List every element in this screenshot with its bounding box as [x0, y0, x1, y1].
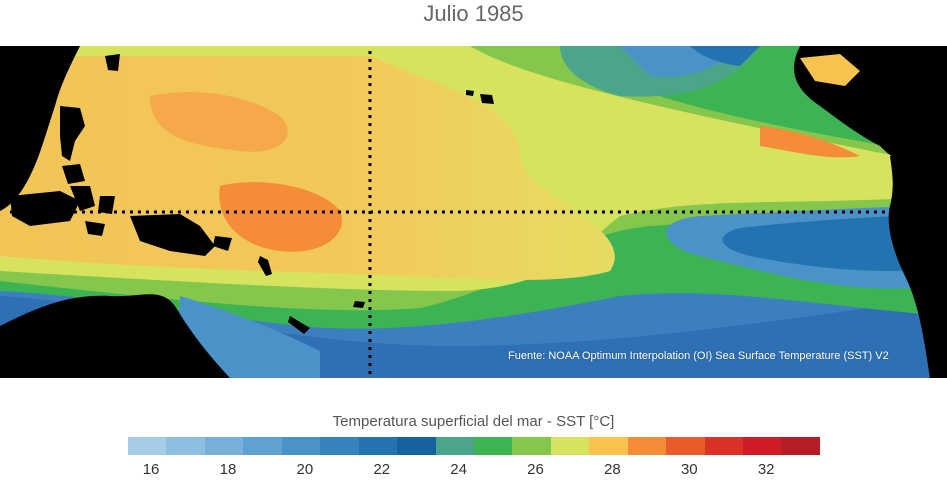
colorbar-swatch: [550, 437, 590, 455]
colorbar-swatch: [781, 437, 820, 455]
colorbar-swatch: [435, 437, 474, 455]
colorbar-tick-label: 28: [604, 461, 621, 478]
colorbar-swatch: [128, 437, 167, 455]
colorbar-tick-label: 30: [680, 461, 698, 478]
colorbar-swatch: [473, 437, 513, 455]
source-credit: Fuente: NOAA Optimum Interpolation (OI) …: [508, 350, 889, 362]
colorbar-swatch: [281, 437, 321, 455]
colorbar-tick-label: 26: [527, 461, 544, 478]
colorbar-swatch: [320, 437, 359, 455]
colorbar-swatch: [589, 437, 628, 455]
reference-lines: [10, 51, 890, 376]
colorbar-tick-label: 16: [142, 461, 160, 478]
colorbar-ticks: 16 18 20 22 24 26 28 30 32: [0, 461, 947, 481]
colorbar-swatch: [666, 437, 705, 455]
colorbar: [128, 437, 820, 455]
colorbar-swatch: [204, 437, 244, 455]
colorbar-swatch: [512, 437, 551, 455]
colorbar-swatch: [627, 437, 667, 455]
colorbar-swatch: [743, 437, 782, 455]
sst-map: [0, 46, 947, 378]
colorbar-swatch: [358, 437, 398, 455]
sst-field: [0, 46, 947, 378]
colorbar-tick-label: 18: [219, 461, 237, 478]
colorbar-swatch: [243, 437, 282, 455]
land-masses: [0, 46, 947, 378]
map-title: Julio 1985: [423, 1, 524, 26]
colorbar-tick-label: 20: [296, 461, 314, 478]
colorbar-label: Temperatura superficial del mar - SST [°…: [332, 413, 615, 430]
colorbar-tick-label: 22: [373, 461, 391, 478]
colorbar-tick-label: 24: [450, 461, 467, 478]
colorbar-swatch: [397, 437, 436, 455]
colorbar-swatch: [704, 437, 743, 455]
colorbar-tick-label: 32: [757, 461, 775, 478]
colorbar-swatch: [166, 437, 205, 455]
